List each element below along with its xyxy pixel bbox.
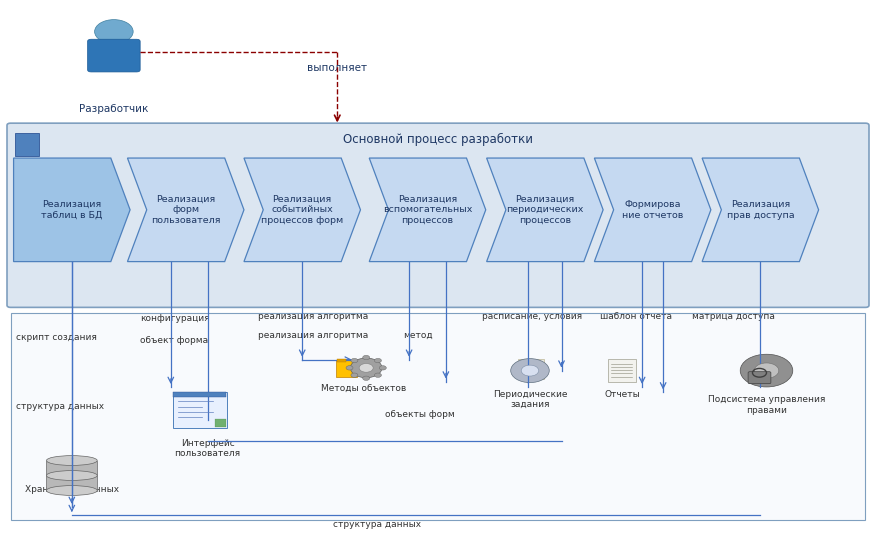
Circle shape bbox=[351, 373, 358, 377]
Text: метод: метод bbox=[403, 331, 433, 340]
Circle shape bbox=[379, 366, 386, 370]
Polygon shape bbox=[244, 158, 361, 262]
Text: Основной процесс разработки: Основной процесс разработки bbox=[343, 132, 533, 146]
FancyBboxPatch shape bbox=[7, 123, 869, 307]
Text: Разработчик: Разработчик bbox=[79, 104, 149, 114]
Text: матрица доступа: матрица доступа bbox=[692, 312, 775, 320]
Text: скрипт создания: скрипт создания bbox=[16, 334, 96, 342]
Text: реализация алгоритма: реализация алгоритма bbox=[258, 312, 369, 320]
Text: выполняет: выполняет bbox=[307, 63, 367, 73]
Circle shape bbox=[363, 376, 370, 380]
FancyBboxPatch shape bbox=[336, 360, 357, 377]
Text: структура данных: структура данных bbox=[333, 520, 420, 529]
Text: Реализация
прав доступа: Реализация прав доступа bbox=[726, 200, 795, 220]
FancyBboxPatch shape bbox=[46, 461, 97, 490]
Text: Хранилище данных: Хранилище данных bbox=[25, 485, 119, 494]
FancyBboxPatch shape bbox=[748, 372, 771, 384]
Circle shape bbox=[754, 363, 779, 378]
Ellipse shape bbox=[46, 471, 97, 481]
Circle shape bbox=[350, 358, 382, 378]
Circle shape bbox=[511, 359, 549, 383]
Text: Периодические
задания: Периодические задания bbox=[492, 390, 568, 409]
Polygon shape bbox=[594, 158, 711, 262]
FancyBboxPatch shape bbox=[173, 392, 226, 397]
FancyBboxPatch shape bbox=[11, 313, 865, 520]
FancyBboxPatch shape bbox=[337, 359, 346, 362]
Text: Реализация
форм
пользователя: Реализация форм пользователя bbox=[151, 195, 221, 225]
Text: Интерфейс
пользователя: Интерфейс пользователя bbox=[174, 439, 241, 458]
Text: Реализация
событийных
процессов форм: Реализация событийных процессов форм bbox=[261, 195, 343, 225]
Ellipse shape bbox=[46, 456, 97, 465]
Circle shape bbox=[374, 359, 381, 363]
FancyBboxPatch shape bbox=[608, 359, 636, 382]
Polygon shape bbox=[128, 158, 244, 262]
Circle shape bbox=[346, 366, 353, 370]
Polygon shape bbox=[487, 158, 603, 262]
Circle shape bbox=[359, 364, 373, 372]
Text: Реализация
таблиц в БД: Реализация таблиц в БД bbox=[41, 200, 102, 220]
Polygon shape bbox=[369, 158, 485, 262]
Circle shape bbox=[374, 373, 381, 377]
Circle shape bbox=[521, 365, 539, 376]
Text: конфигурация: конфигурация bbox=[140, 314, 209, 323]
FancyBboxPatch shape bbox=[173, 392, 227, 428]
Ellipse shape bbox=[46, 486, 97, 495]
Text: Отчеты: Отчеты bbox=[604, 390, 639, 399]
Circle shape bbox=[351, 359, 358, 363]
Circle shape bbox=[95, 20, 133, 44]
FancyBboxPatch shape bbox=[88, 39, 140, 72]
FancyBboxPatch shape bbox=[215, 419, 226, 427]
FancyBboxPatch shape bbox=[15, 133, 39, 156]
Polygon shape bbox=[703, 158, 818, 262]
Text: Формирова
ние отчетов: Формирова ние отчетов bbox=[622, 200, 683, 220]
Text: Реализация
вспомогательных
процессов: Реализация вспомогательных процессов bbox=[383, 195, 472, 225]
FancyBboxPatch shape bbox=[518, 359, 544, 379]
Text: структура данных: структура данных bbox=[16, 402, 104, 410]
Text: реализация алгоритма: реализация алгоритма bbox=[258, 331, 369, 340]
Text: Подсистема управления
правами: Подсистема управления правами bbox=[708, 395, 825, 415]
Circle shape bbox=[740, 354, 793, 387]
Text: шаблон отчета: шаблон отчета bbox=[600, 312, 672, 320]
Text: объекты форм: объекты форм bbox=[385, 410, 456, 419]
Circle shape bbox=[363, 355, 370, 360]
Text: Реализация
периодических
процессов: Реализация периодических процессов bbox=[506, 195, 583, 225]
Polygon shape bbox=[13, 158, 130, 262]
Text: Методы объектов: Методы объектов bbox=[321, 384, 406, 393]
Text: расписание, условия: расписание, условия bbox=[482, 312, 582, 320]
Text: объект форма: объект форма bbox=[140, 336, 208, 345]
